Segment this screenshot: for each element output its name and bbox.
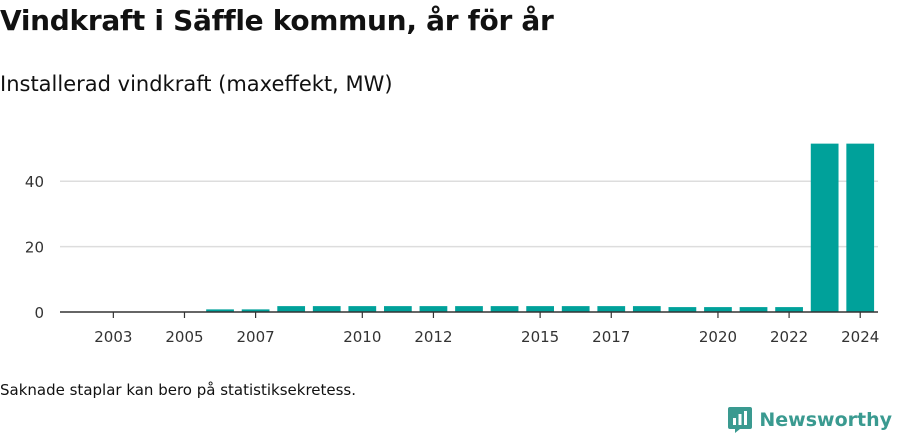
bar-2022 bbox=[775, 307, 803, 312]
bar-2012 bbox=[419, 306, 448, 312]
bar-2009 bbox=[312, 306, 341, 312]
x-axis-ticks: 2003 2005 2007 2010 2012 2015 2017 2020 2022 2024 bbox=[60, 311, 879, 346]
x-tick-label: 2012 bbox=[414, 328, 452, 346]
x-tick-label: 2015 bbox=[521, 328, 559, 346]
gridlines bbox=[60, 180, 878, 248]
bar-2023 bbox=[810, 143, 839, 312]
bar-2006 bbox=[206, 309, 234, 312]
y-tick-label: 20 bbox=[25, 239, 44, 257]
bar-2007 bbox=[241, 309, 270, 312]
bar-2015 bbox=[526, 306, 555, 312]
bar-2020 bbox=[704, 307, 732, 312]
chart-title: Vindkraft i Säffle kommun, år för år bbox=[0, 4, 554, 37]
chart-subtitle: Installerad vindkraft (maxeffekt, MW) bbox=[0, 72, 393, 96]
bar-2017 bbox=[597, 306, 626, 312]
footnote: Saknade staplar kan bero på statistiksek… bbox=[0, 381, 357, 399]
bar-2018 bbox=[632, 306, 661, 312]
x-tick-label: 2005 bbox=[165, 328, 203, 346]
bar-chart-icon bbox=[728, 407, 753, 433]
y-tick-label: 40 bbox=[25, 173, 44, 191]
x-tick-label: 2024 bbox=[841, 328, 879, 346]
x-tick-label: 2010 bbox=[343, 328, 381, 346]
bar-2021 bbox=[739, 307, 768, 312]
x-tick-label: 2020 bbox=[699, 328, 737, 346]
brand-name: Newsworthy bbox=[759, 409, 892, 431]
bar-2014 bbox=[490, 306, 519, 312]
x-tick-label: 2017 bbox=[592, 328, 630, 346]
bar-2019 bbox=[668, 307, 697, 312]
newsworthy-logo: Newsworthy bbox=[727, 406, 892, 434]
bar-2011 bbox=[383, 306, 412, 312]
x-tick-label: 2022 bbox=[770, 328, 808, 346]
x-tick-label: 2003 bbox=[94, 328, 132, 346]
bar-2024 bbox=[846, 143, 875, 312]
bar-2008 bbox=[277, 306, 306, 312]
bar-2016 bbox=[561, 306, 590, 312]
bars bbox=[206, 143, 875, 312]
bar-2010 bbox=[348, 306, 377, 312]
x-tick-label: 2007 bbox=[237, 328, 275, 346]
y-axis-ticks: 0 20 40 bbox=[25, 173, 44, 322]
y-tick-label: 0 bbox=[34, 304, 44, 322]
bar-2013 bbox=[455, 306, 483, 312]
